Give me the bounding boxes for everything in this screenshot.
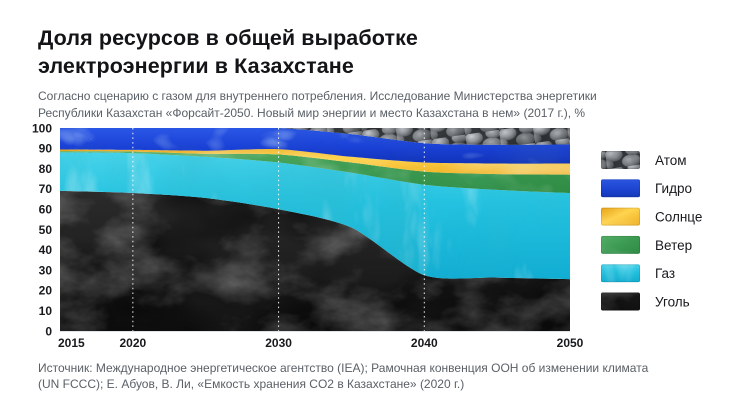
title-line-1: Доля ресурсов в общей выработке	[38, 26, 418, 50]
legend-swatch-wind	[601, 235, 640, 254]
legend-item-wind: Ветер	[601, 235, 692, 254]
legend-item-coal: Уголь	[601, 292, 690, 311]
x-tick-2015: 2015	[58, 336, 85, 350]
title-line-2: электроэнергии в Казахстане	[38, 54, 354, 78]
y-tick-20: 20	[39, 284, 53, 298]
y-tick-10: 10	[39, 304, 53, 318]
source-line-1: Источник: Международное энергетическое а…	[38, 361, 649, 375]
legend-swatch-hydro	[601, 179, 640, 198]
y-tick-50: 50	[39, 223, 53, 237]
legend-swatch-gas	[601, 264, 640, 283]
x-tick-2040: 2040	[411, 336, 438, 350]
y-tick-90: 90	[39, 142, 53, 156]
x-tick-2020: 2020	[120, 336, 147, 350]
y-tick-30: 30	[39, 263, 53, 277]
legend-swatch-atom	[601, 151, 640, 169]
legend-label-coal: Уголь	[655, 294, 690, 309]
subtitle-line-2: Республики Казахстан «Форсайт-2050. Новы…	[38, 106, 586, 120]
legend-item-atom: Атом	[601, 151, 687, 169]
legend-label-sun: Солнце	[655, 209, 702, 224]
legend-swatch-coal	[601, 292, 640, 311]
legend-label-atom: Атом	[655, 153, 687, 168]
legend-label-wind: Ветер	[655, 238, 692, 253]
chart-gridlines	[132, 128, 425, 331]
chart-title: Доля ресурсов в общей выработке электроэ…	[38, 24, 418, 80]
chart-areas	[60, 128, 570, 331]
source-line-2: (UN FCCC); Е. Абуов, В. Ли, «Емкость хра…	[38, 377, 465, 391]
legend-item-hydro: Гидро	[601, 179, 692, 198]
y-tick-100: 100	[32, 121, 52, 135]
x-tick-2050: 2050	[557, 336, 584, 350]
legend-label-gas: Газ	[655, 266, 675, 281]
subtitle-line-1: Согласно сценарию с газом для внутреннег…	[38, 89, 597, 103]
legend-swatch-sun	[601, 207, 640, 226]
chart-legend: Атом Гидро Солнце Ветер Газ Уголь	[601, 151, 702, 311]
legend-label-hydro: Гидро	[655, 181, 692, 196]
chart-subtitle: Согласно сценарию с газом для внутреннег…	[38, 88, 597, 122]
y-tick-70: 70	[39, 182, 53, 196]
x-tick-2030: 2030	[265, 336, 292, 350]
source-note: Источник: Международное энергетическое а…	[38, 360, 648, 392]
y-tick-0: 0	[45, 324, 52, 338]
legend-item-gas: Газ	[601, 264, 675, 283]
y-tick-40: 40	[39, 243, 53, 257]
legend-item-sun: Солнце	[601, 207, 702, 226]
y-tick-80: 80	[39, 162, 53, 176]
y-tick-60: 60	[39, 203, 53, 217]
